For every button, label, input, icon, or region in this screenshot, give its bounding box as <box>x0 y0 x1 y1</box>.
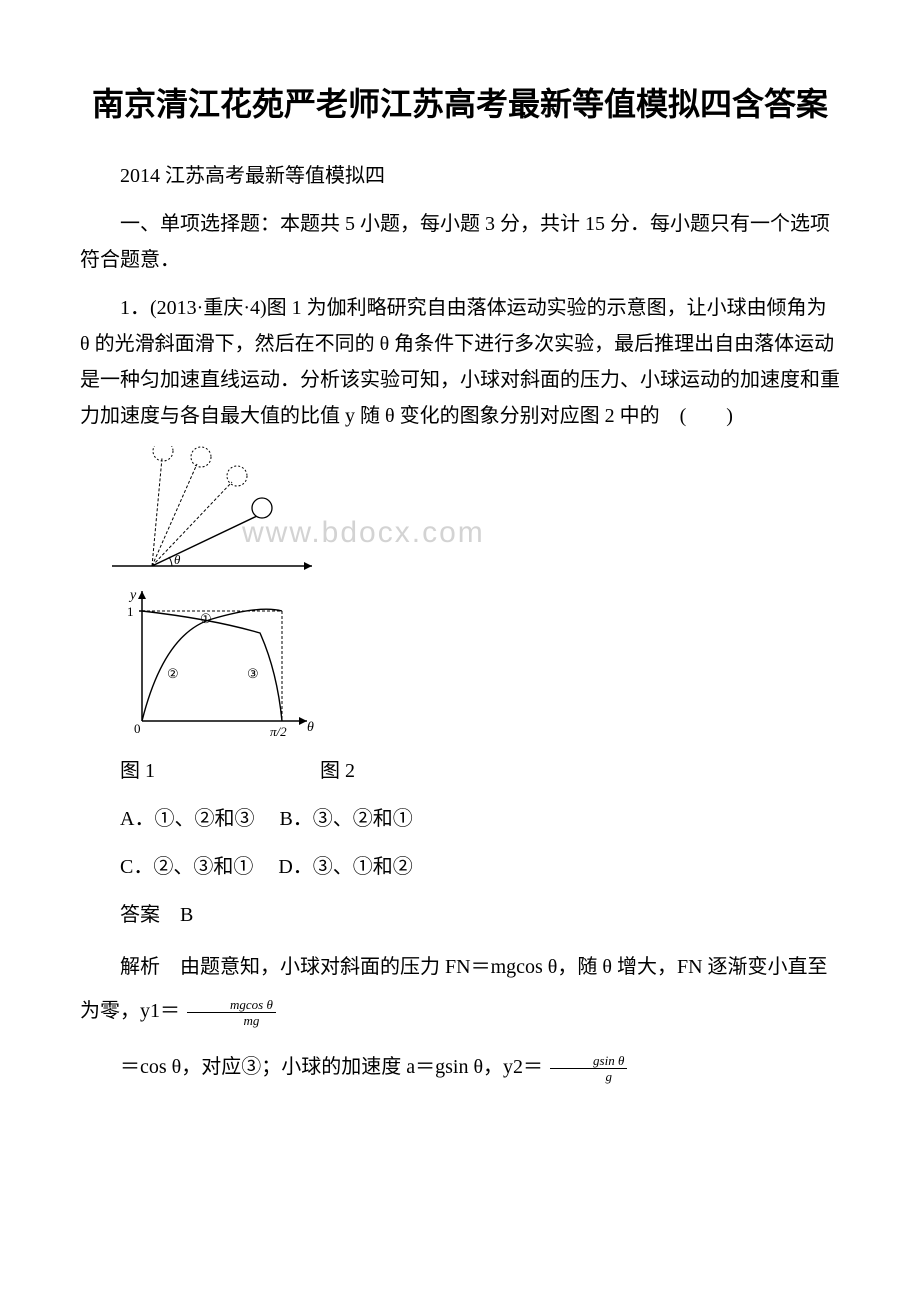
svg-text:π/2: π/2 <box>270 724 287 739</box>
svg-text:0: 0 <box>134 721 141 736</box>
watermark-text: www.bdocx.com <box>242 516 485 550</box>
fraction-2-denominator: g <box>550 1069 627 1083</box>
fraction-1-numerator: mgcos θ <box>187 998 276 1013</box>
option-b: B．③、②和① <box>279 808 412 830</box>
figure-1-label: 图 1 <box>120 760 155 782</box>
fraction-1: mgcos θ mg <box>187 998 276 1027</box>
document-title: 南京清江花苑严老师江苏高考最新等值模拟四含答案 <box>80 80 840 128</box>
section-heading: 一、单项选择题：本题共 5 小题，每小题 3 分，共计 15 分．每小题只有一个… <box>80 206 840 278</box>
fraction-2-numerator: gsin θ <box>550 1054 627 1069</box>
svg-text:1: 1 <box>127 604 134 619</box>
svg-text:y: y <box>128 588 137 603</box>
option-a: A．①、②和③ <box>120 808 254 830</box>
option-d: D．③、①和② <box>278 856 412 878</box>
figure-labels: 图 1 图 2 <box>80 753 840 789</box>
figures-container: www.bdocx.com θ y θ 0 1 <box>112 446 840 741</box>
fraction-1-denominator: mg <box>187 1013 276 1027</box>
answer-line: 答案 B <box>80 897 840 933</box>
options-row-2: C．②、③和① D．③、①和② <box>80 849 840 885</box>
figure-1-diagram: θ <box>112 446 322 581</box>
svg-text:③: ③ <box>247 666 259 681</box>
document-subtitle: 2014 江苏高考最新等值模拟四 <box>80 158 840 194</box>
svg-text:②: ② <box>167 666 179 681</box>
figure-2-label: 图 2 <box>320 760 355 782</box>
question-1-text: 1．(2013·重庆·4)图 1 为伽利略研究自由落体运动实验的示意图，让小球由… <box>80 290 840 434</box>
explanation-p1: 解析 由题意知，小球对斜面的压力 FN＝mgcos θ，随 θ 增大，FN 逐渐… <box>80 945 840 1033</box>
fraction-2: gsin θ g <box>550 1054 627 1083</box>
svg-text:①: ① <box>200 611 212 626</box>
svg-text:θ: θ <box>174 552 181 567</box>
svg-text:θ: θ <box>307 720 314 735</box>
option-c: C．②、③和① <box>120 856 253 878</box>
explain-p2-prefix: ＝cos θ，对应③；小球的加速度 a＝gsin θ，y2＝ <box>120 1056 543 1078</box>
explanation-p2: ＝cos θ，对应③；小球的加速度 a＝gsin θ，y2＝ gsin θ g <box>80 1045 840 1089</box>
figure-2-chart: y θ 0 1 π/2 ① ③ ② <box>112 581 322 741</box>
options-row-1: A．①、②和③ B．③、②和① <box>80 801 840 837</box>
